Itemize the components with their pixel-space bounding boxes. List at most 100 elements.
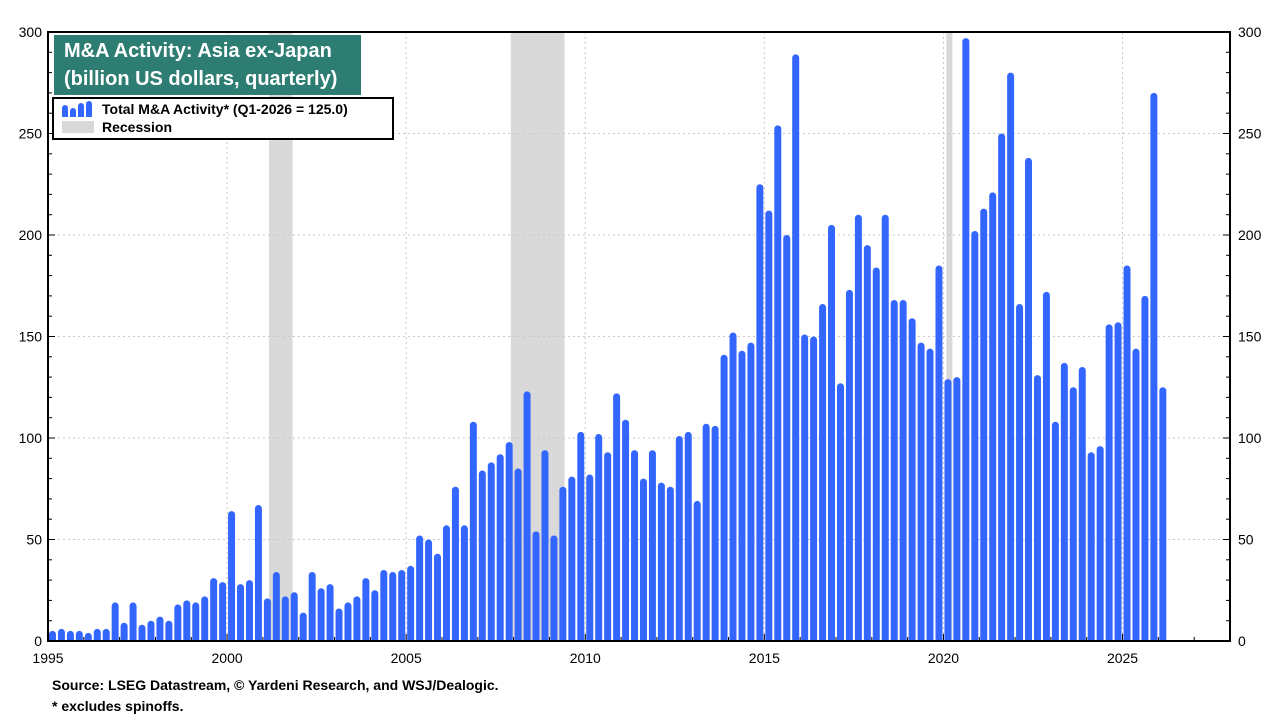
bar <box>514 468 522 641</box>
tick-labels: 0 0 50 50 100 100 150 150 200 200 250 250 300 300 1995… <box>19 24 1262 666</box>
bar <box>989 192 997 641</box>
bar <box>845 289 853 641</box>
footnote: * excludes spinoffs. <box>52 698 184 714</box>
legend: Total M&A Activity* (Q1-2026 = 125.0) Re… <box>52 97 394 140</box>
bar <box>639 478 647 641</box>
bar <box>872 267 880 641</box>
bar <box>1051 421 1059 641</box>
bar <box>971 230 979 641</box>
bar <box>899 299 907 641</box>
y-tick-label-right: 250 <box>1238 126 1262 142</box>
bar <box>290 592 298 641</box>
bar <box>854 214 862 641</box>
bar <box>362 578 370 641</box>
bar <box>729 332 737 641</box>
bar <box>505 442 513 641</box>
bar <box>1007 72 1015 642</box>
bar <box>702 423 710 641</box>
bar <box>272 571 280 641</box>
bar <box>657 482 665 641</box>
bar <box>425 539 433 641</box>
bar <box>263 598 271 641</box>
x-tick-label: 2010 <box>570 650 601 666</box>
bar <box>693 500 701 641</box>
bar <box>389 571 397 641</box>
x-tick-label: 2005 <box>391 650 422 666</box>
bar <box>819 304 827 641</box>
bar <box>962 38 970 642</box>
bar <box>111 602 119 641</box>
bar <box>666 486 674 641</box>
y-tick-label-left: 100 <box>19 430 43 446</box>
bar <box>496 454 504 641</box>
bar <box>57 628 65 641</box>
x-tick-label: 2020 <box>928 650 959 666</box>
bar <box>1123 265 1131 641</box>
bar-swatch-icon <box>62 101 94 117</box>
y-tick-label-left: 200 <box>19 227 43 243</box>
bar <box>75 630 83 641</box>
bar <box>774 125 782 641</box>
y-tick-label-left: 150 <box>19 329 43 345</box>
x-tick-label: 2000 <box>212 650 243 666</box>
bar <box>1159 387 1167 641</box>
bar <box>174 604 182 641</box>
bar <box>1033 375 1041 641</box>
bar <box>281 596 289 641</box>
bar <box>442 525 450 641</box>
bar <box>908 318 916 641</box>
axis-ticks <box>47 31 1231 642</box>
bar <box>604 452 612 641</box>
bar <box>371 590 379 641</box>
bar <box>192 602 200 641</box>
bar <box>1078 366 1086 641</box>
bar <box>407 565 415 641</box>
chart-subtitle: (billion US dollars, quarterly) <box>64 68 338 90</box>
y-tick-label-left: 0 <box>34 633 42 649</box>
recession-swatch-icon <box>62 121 94 133</box>
bar <box>183 600 191 641</box>
bar <box>792 54 800 641</box>
bar <box>756 184 764 641</box>
legend-item-recession: Recession <box>62 119 172 135</box>
bar <box>828 224 836 642</box>
bar <box>1114 322 1122 641</box>
bar <box>434 553 442 641</box>
bar <box>541 450 549 641</box>
bar <box>299 612 307 641</box>
bar <box>237 584 245 641</box>
bar <box>353 596 361 641</box>
bar <box>93 628 101 641</box>
bar <box>738 350 746 641</box>
y-tick-label-right: 100 <box>1238 430 1262 446</box>
bar <box>308 571 316 641</box>
bar <box>586 474 594 641</box>
bar <box>595 433 603 641</box>
bar <box>1025 157 1033 641</box>
bar <box>684 431 692 641</box>
bar <box>568 476 576 641</box>
y-tick-label-left: 300 <box>19 24 43 40</box>
bar <box>577 431 585 641</box>
bar <box>326 584 334 641</box>
bar <box>1096 446 1104 641</box>
bar <box>84 632 92 641</box>
bar <box>1016 304 1024 641</box>
bar <box>720 354 728 641</box>
y-tick-label-right: 300 <box>1238 24 1262 40</box>
y-tick-label-right: 50 <box>1238 532 1254 548</box>
bar <box>559 486 567 641</box>
chart-title: M&A Activity: Asia ex-Japan <box>64 40 332 62</box>
bar <box>66 630 74 641</box>
bar <box>675 435 683 641</box>
bar <box>917 342 925 641</box>
bar <box>783 235 791 641</box>
bar <box>532 531 540 641</box>
bar <box>138 624 146 641</box>
bar <box>102 628 110 641</box>
x-tick-label: 2025 <box>1107 650 1138 666</box>
bar <box>398 569 406 641</box>
bar <box>1132 348 1140 641</box>
bar <box>747 342 755 641</box>
bar <box>523 391 531 641</box>
